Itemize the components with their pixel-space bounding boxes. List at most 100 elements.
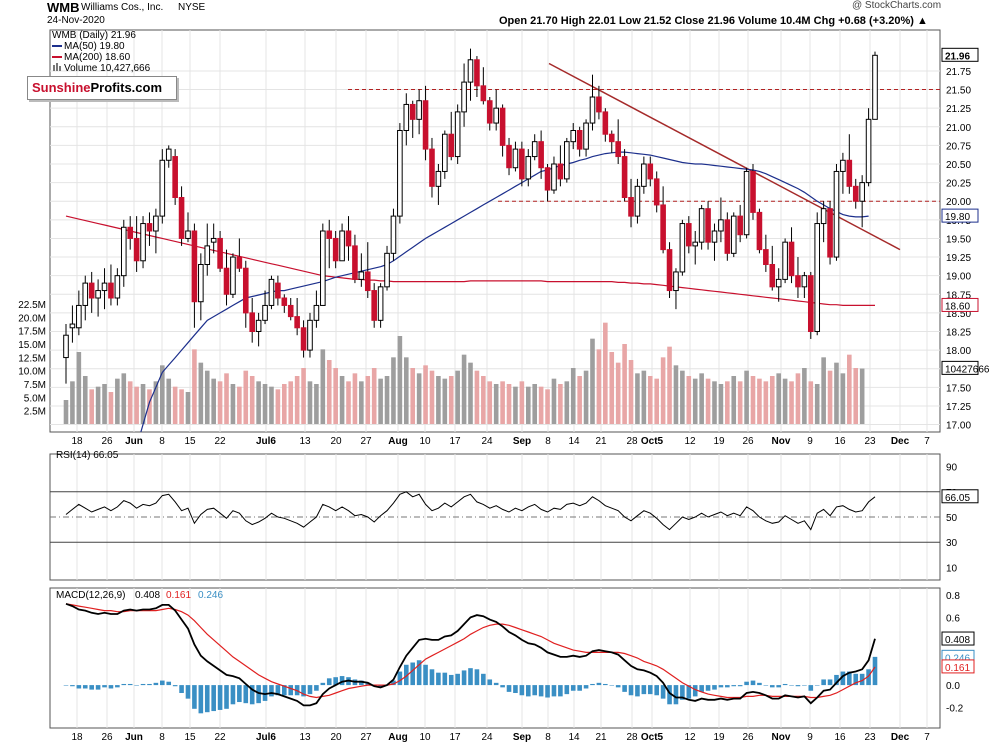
candle-body (377, 286, 384, 321)
price-x-label: Nov (772, 436, 791, 447)
macd-histogram-bar (725, 685, 730, 688)
candle-body (718, 219, 724, 232)
macd-histogram-bar (699, 685, 704, 692)
candle-body (448, 133, 455, 158)
macd-histogram-bar (442, 672, 448, 686)
volume-bar (442, 378, 448, 424)
macd-histogram-bar (249, 685, 255, 705)
candle-body (63, 334, 69, 359)
macd-histogram-bar (237, 685, 242, 703)
candle-body (769, 264, 776, 288)
candle-body (275, 282, 281, 299)
candle-body (300, 327, 307, 351)
volume-bar (551, 378, 557, 424)
candle-body (628, 197, 634, 217)
candle-body (204, 245, 211, 265)
macd-histogram-bar (147, 683, 152, 686)
volume-bar (102, 384, 107, 424)
macd-x-label: Jul6 (256, 732, 276, 743)
exchange-name: NYSE (178, 2, 206, 13)
price-x-label: Aug (388, 436, 407, 447)
volume-bar (692, 378, 698, 424)
stockcharts-watermark: @ StockCharts.com (852, 0, 942, 11)
volume-bar (147, 389, 152, 424)
candle-body (88, 282, 95, 299)
macd-histogram-bar (609, 685, 615, 686)
price-x-label: 23 (864, 436, 876, 447)
price-series-group (63, 48, 878, 432)
sunshine-profits-logo: SunshineProfits.com (27, 76, 177, 100)
candle-body (692, 241, 699, 247)
volume-bar (686, 376, 692, 424)
macd-histogram-bar (744, 681, 749, 686)
volume-bar (333, 368, 338, 424)
price-tick-label: 18.25 (946, 328, 971, 339)
volume-bar (204, 370, 210, 424)
macd-tag: 0.408 (945, 635, 970, 646)
volume-bar (121, 373, 127, 424)
candle-body (750, 170, 756, 213)
rsi-tag: 66.05 (945, 493, 970, 504)
macd-tag-box (941, 631, 975, 646)
candle-body (140, 223, 146, 262)
macd-histogram-bar (834, 674, 839, 686)
candle-body (621, 156, 628, 198)
volume-bar (108, 392, 114, 424)
macd-histogram-bar (95, 685, 101, 690)
volume-bar (288, 381, 294, 424)
volume-bar (853, 368, 859, 424)
price-tick-label: 19.25 (946, 253, 971, 264)
volume-bar (769, 376, 775, 424)
volume-bar (217, 381, 223, 424)
candle-body (827, 208, 833, 258)
candle-body (339, 230, 345, 262)
macd-histogram-bar (821, 679, 826, 686)
candle-body (557, 163, 564, 180)
last-price-tag: 21.96 (945, 51, 970, 62)
macd-histogram-bar (795, 685, 801, 687)
price-tick-label: 18.75 (946, 290, 971, 301)
volume-tick-label: 17.5M (18, 327, 46, 338)
candle-body (653, 178, 660, 206)
volume-bar (230, 384, 236, 424)
candle-body (602, 111, 609, 135)
candle-body (846, 159, 853, 187)
macd-histogram-bar (506, 685, 512, 692)
candle-body (416, 100, 422, 120)
macd-histogram-bar (403, 664, 409, 686)
volume-bar (384, 376, 390, 424)
macd-histogram-bar (134, 685, 139, 686)
price-x-label: 27 (360, 436, 372, 447)
volume-bar (821, 357, 826, 424)
price-x-label: 28 (626, 436, 638, 447)
ma50-tag: 19.80 (945, 212, 970, 223)
macd-histogram-bar (564, 685, 570, 695)
volume-bar (596, 349, 602, 424)
candle-body (698, 208, 705, 243)
volume-bar (359, 381, 364, 424)
macd-x-label: Dec (891, 732, 910, 743)
volume-bar (590, 338, 595, 424)
volume-bar (403, 357, 409, 424)
price-x-label: 10 (419, 436, 431, 447)
volume-bar (320, 349, 326, 424)
price-x-label: 26 (101, 436, 113, 447)
volume-bar (603, 322, 608, 424)
macd-histogram-bar (538, 685, 544, 697)
candle-body (422, 100, 429, 150)
candle-body (371, 290, 377, 321)
volume-bar (185, 392, 191, 424)
volume-bar (224, 373, 229, 424)
candle-body (480, 85, 487, 102)
volume-bar (519, 381, 525, 424)
candle-body (384, 252, 390, 288)
macd-histogram-bar (243, 685, 249, 704)
price-x-label: 26 (742, 436, 754, 447)
candle-body (730, 215, 737, 254)
chart-date: 24-Nov-2020 (47, 15, 105, 26)
macd-histogram-bar (872, 656, 878, 686)
candle-body (429, 148, 435, 187)
price-tick-label: 20.00 (946, 197, 971, 208)
price-tick-label: 20.50 (946, 160, 971, 171)
